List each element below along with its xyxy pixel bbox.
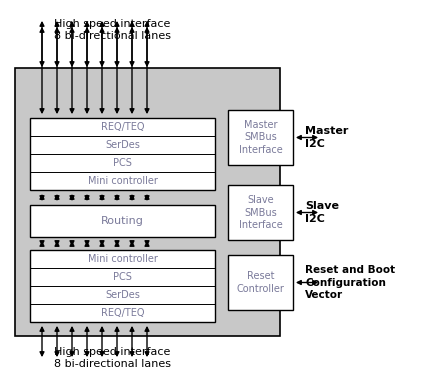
Text: Master
SMBus
Interface: Master SMBus Interface <box>238 120 283 155</box>
Text: High speed interface
8 bi-directional lanes: High speed interface 8 bi-directional la… <box>54 19 171 41</box>
Bar <box>228 110 293 165</box>
Text: REQ/TEQ: REQ/TEQ <box>101 122 144 132</box>
Bar <box>30 205 215 237</box>
Text: Master
I2C: Master I2C <box>305 126 348 149</box>
Text: Reset and Boot
Configuration
Vector: Reset and Boot Configuration Vector <box>305 265 395 300</box>
Text: PCS: PCS <box>113 272 132 282</box>
Bar <box>228 255 293 310</box>
Text: PCS: PCS <box>113 158 132 168</box>
Text: Mini controller: Mini controller <box>88 254 157 264</box>
Text: Reset
Controller: Reset Controller <box>237 271 284 294</box>
Text: SerDes: SerDes <box>105 290 140 300</box>
Bar <box>228 185 293 240</box>
Bar <box>15 68 280 336</box>
Text: Slave
I2C: Slave I2C <box>305 201 339 224</box>
Text: Slave
SMBus
Interface: Slave SMBus Interface <box>238 195 283 230</box>
Bar <box>30 118 215 190</box>
Text: REQ/TEQ: REQ/TEQ <box>101 308 144 318</box>
Bar <box>30 250 215 322</box>
Text: Routing: Routing <box>101 216 144 226</box>
Text: SerDes: SerDes <box>105 140 140 150</box>
Text: High speed interface
8 bi-directional lanes: High speed interface 8 bi-directional la… <box>54 347 171 369</box>
Text: Mini controller: Mini controller <box>88 176 157 186</box>
